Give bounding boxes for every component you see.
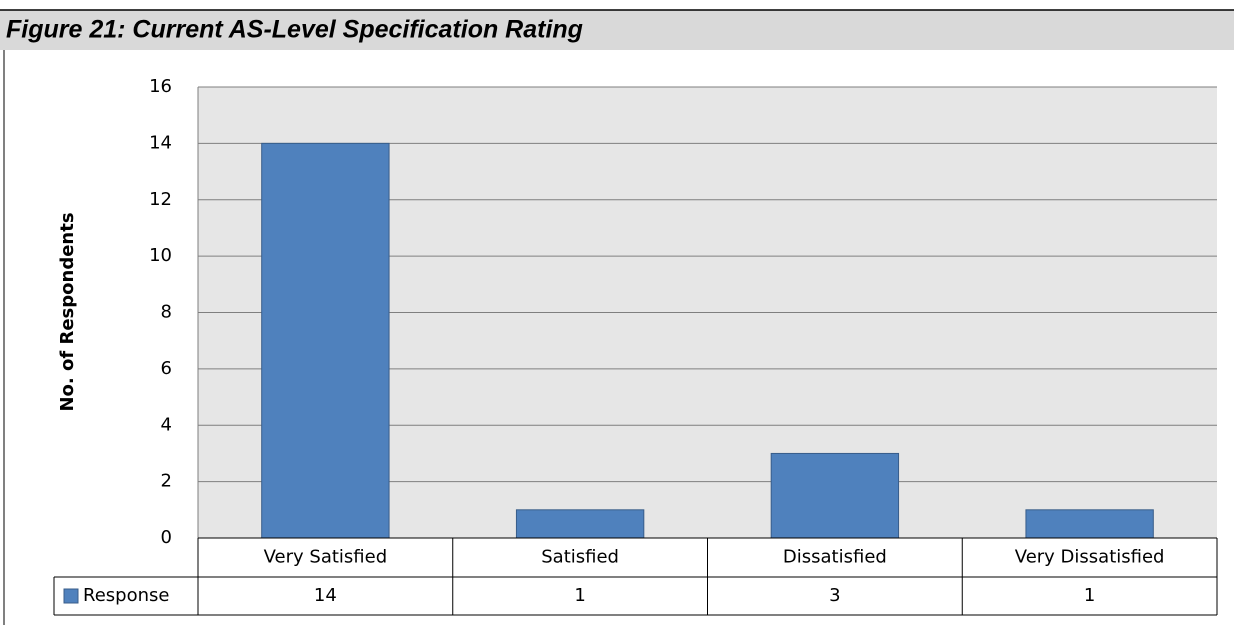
legend-swatch [63, 588, 79, 604]
data-table-value: 3 [829, 585, 840, 606]
x-tick-label: Very Dissatisfied [1015, 547, 1165, 568]
data-table-value: 14 [314, 585, 337, 606]
x-tick-label: Very Satisfied [264, 547, 388, 568]
bar [261, 142, 390, 539]
y-tick-label: 12 [149, 189, 172, 210]
data-table-value: 1 [574, 585, 585, 606]
x-tick-label: Dissatisfied [783, 547, 887, 568]
y-tick-label: 16 [149, 76, 172, 97]
x-tick-label: Satisfied [541, 547, 619, 568]
y-tick-label: 0 [161, 527, 172, 548]
legend-label: Response [83, 585, 169, 606]
y-tick-label: 8 [161, 302, 172, 323]
bar [770, 452, 900, 539]
y-tick-label: 14 [149, 132, 172, 153]
y-tick-label: 2 [161, 471, 172, 492]
data-table-value: 1 [1084, 585, 1095, 606]
chart-title: Figure 21: Current AS-Level Specificatio… [6, 16, 583, 44]
bar [1025, 509, 1154, 539]
y-axis-label: No. of Respondents [57, 212, 78, 411]
y-tick-label: 6 [161, 358, 172, 379]
title-band [0, 10, 1234, 50]
y-tick-label: 10 [149, 245, 172, 266]
bar [515, 509, 645, 539]
y-tick-label: 4 [161, 414, 172, 435]
